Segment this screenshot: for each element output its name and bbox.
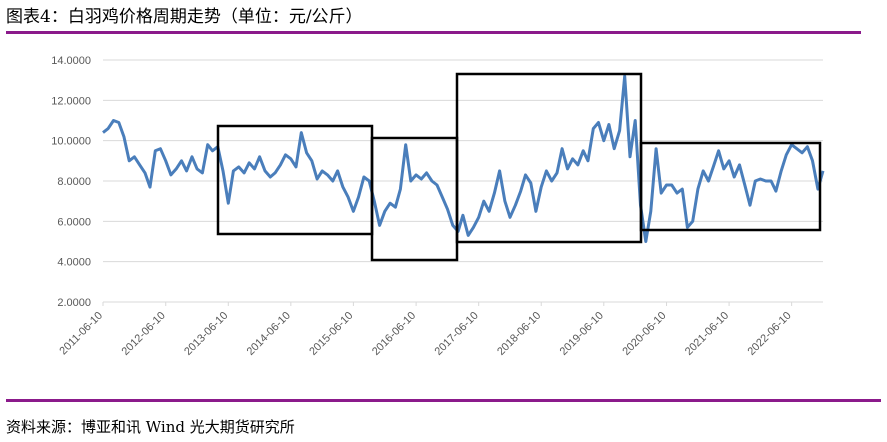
x-tick-label: 2019-06-10 <box>558 310 606 358</box>
x-tick-label: 2015-06-10 <box>307 310 355 358</box>
cycle-boxes <box>216 72 822 262</box>
x-tick-label: 2022-06-10 <box>745 310 793 358</box>
cycle-box <box>639 141 822 232</box>
x-tick-label: 2021-06-10 <box>683 310 731 358</box>
x-tick-label: 2016-06-10 <box>370 310 418 358</box>
y-tick-label: 2.0000 <box>57 297 91 309</box>
y-tick-label: 8.0000 <box>57 176 91 188</box>
y-tick-label: 4.0000 <box>57 257 91 269</box>
cycle-box <box>455 72 643 244</box>
bottom-rule <box>6 399 881 402</box>
top-rule <box>6 31 861 34</box>
source-note: 资料来源：博亚和讯 Wind 光大期货研究所 <box>6 418 295 436</box>
x-tick-label: 2018-06-10 <box>495 310 543 358</box>
y-tick-label: 12.0000 <box>51 95 91 107</box>
plot-area: 2.0000 4.0000 6.0000 8.0000 10.0000 12.0000 14… <box>51 55 825 358</box>
x-tick-label: 2014-06-10 <box>245 310 293 358</box>
y-tick-label: 6.0000 <box>57 216 91 228</box>
x-tick-label: 2017-06-10 <box>433 310 481 358</box>
y-tick-label: 10.0000 <box>51 136 91 148</box>
chart-title: 图表4：白羽鸡价格周期走势（单位：元/公斤） <box>6 7 363 27</box>
x-tick-label: 2013-06-10 <box>182 310 230 358</box>
y-tick-label: 14.0000 <box>51 55 91 67</box>
price-line <box>102 74 825 243</box>
x-tick-label: 2020-06-10 <box>620 310 668 358</box>
x-tick-label: 2011-06-10 <box>57 310 105 358</box>
cycle-box <box>216 124 374 236</box>
x-tick-label: 2012-06-10 <box>120 310 168 358</box>
